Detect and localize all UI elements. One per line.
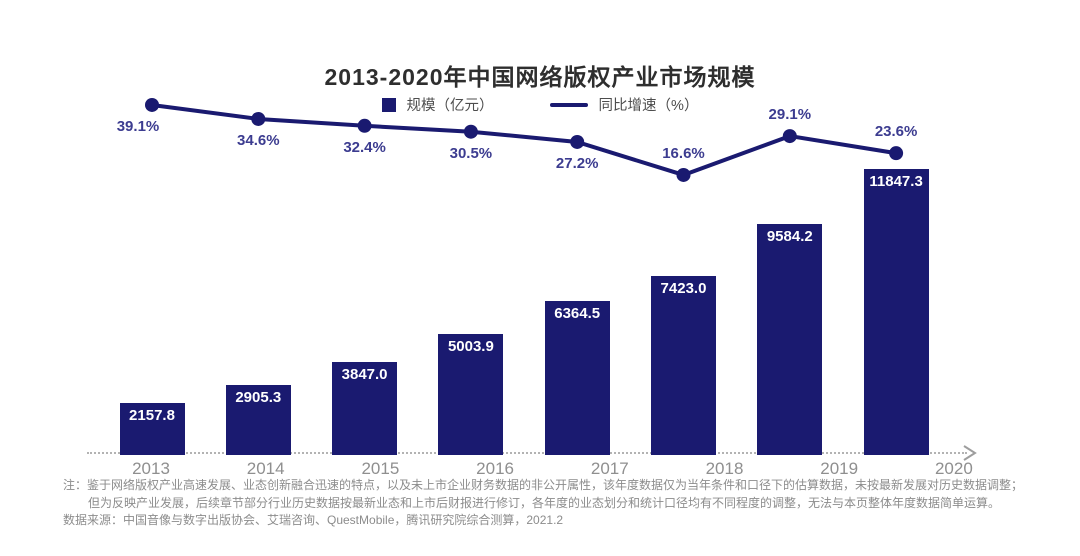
x-axis-label-2014: 2014 (246, 459, 285, 478)
bar-value-label-2013: 2157.8 (129, 406, 175, 424)
note-line-2: 但为反映产业发展，后续章节部分行业历史数据按最新业态和上市后财报进行修订，各年度… (88, 495, 1001, 510)
note-line-1: 注：鉴于网络版权产业高速发展、业态创新融合迅速的特点，以及未上市企业财务数据的非… (63, 478, 1024, 492)
growth-line-dot-2013 (145, 97, 159, 112)
bar-2019 (757, 223, 823, 455)
growth-label-2013: 39.1% (116, 117, 160, 135)
bar-2017 (544, 301, 610, 455)
growth-label-2017: 27.2% (555, 154, 599, 172)
x-axis-label-2018: 2018 (705, 459, 744, 478)
x-axis-label-2016: 2016 (476, 459, 514, 478)
x-axis-label-2017: 2017 (590, 459, 629, 478)
bar-2014 (225, 384, 291, 455)
growth-label-2018: 16.6% (662, 144, 705, 162)
note-line-3: 数据来源：中国音像与数字出版协会、艾瑞咨询、QuestMobile，腾讯研究院综… (63, 513, 564, 527)
growth-label-2015: 32.4% (343, 138, 386, 156)
growth-label-2014: 34.6% (237, 131, 280, 149)
bar-value-label-2014: 2905.3 (235, 388, 282, 406)
bar-value-label-2016: 5003.9 (447, 338, 494, 356)
growth-label-2020: 23.6% (874, 123, 918, 141)
growth-line-dot-2017 (570, 134, 585, 149)
x-axis-arrow-icon (963, 445, 977, 461)
bar-value-label-2018: 7423.0 (660, 279, 707, 297)
x-axis-label-2020: 2020 (934, 459, 973, 478)
growth-line-dot-2018 (676, 167, 691, 182)
bar-value-label-2017: 6364.5 (554, 305, 601, 323)
growth-line-dot-2016 (463, 124, 478, 139)
bar-value-label-2015: 3847.0 (341, 366, 388, 384)
bar-2018 (651, 275, 716, 455)
x-axis-label-2019: 2019 (820, 459, 859, 478)
x-axis-label-2013: 2013 (132, 459, 170, 478)
bar-2016 (438, 334, 504, 455)
chart-title: 2013-2020年中国网络版权产业市场规模 (324, 64, 756, 90)
chart-notes: 注：鉴于网络版权产业高速发展、业态创新融合迅速的特点，以及未上市企业财务数据的非… (63, 477, 1023, 530)
growth-label-2016: 30.5% (449, 144, 493, 162)
x-axis-label-2015: 2015 (361, 459, 400, 478)
bar-2015 (332, 362, 398, 455)
bar-2013 (119, 402, 185, 455)
growth-line-dot-2020 (889, 146, 904, 161)
growth-line-dot-2015 (357, 118, 372, 133)
bar-value-label-2020: 11847.3 (869, 173, 923, 190)
growth-label-2019: 29.1% (768, 106, 812, 124)
growth-line-dot-2014 (251, 111, 266, 126)
bar-value-label-2019: 9584.2 (766, 227, 813, 245)
x-axis-line (87, 452, 967, 454)
growth-line-dot-2019 (782, 129, 797, 144)
bar-2020 (863, 169, 929, 455)
